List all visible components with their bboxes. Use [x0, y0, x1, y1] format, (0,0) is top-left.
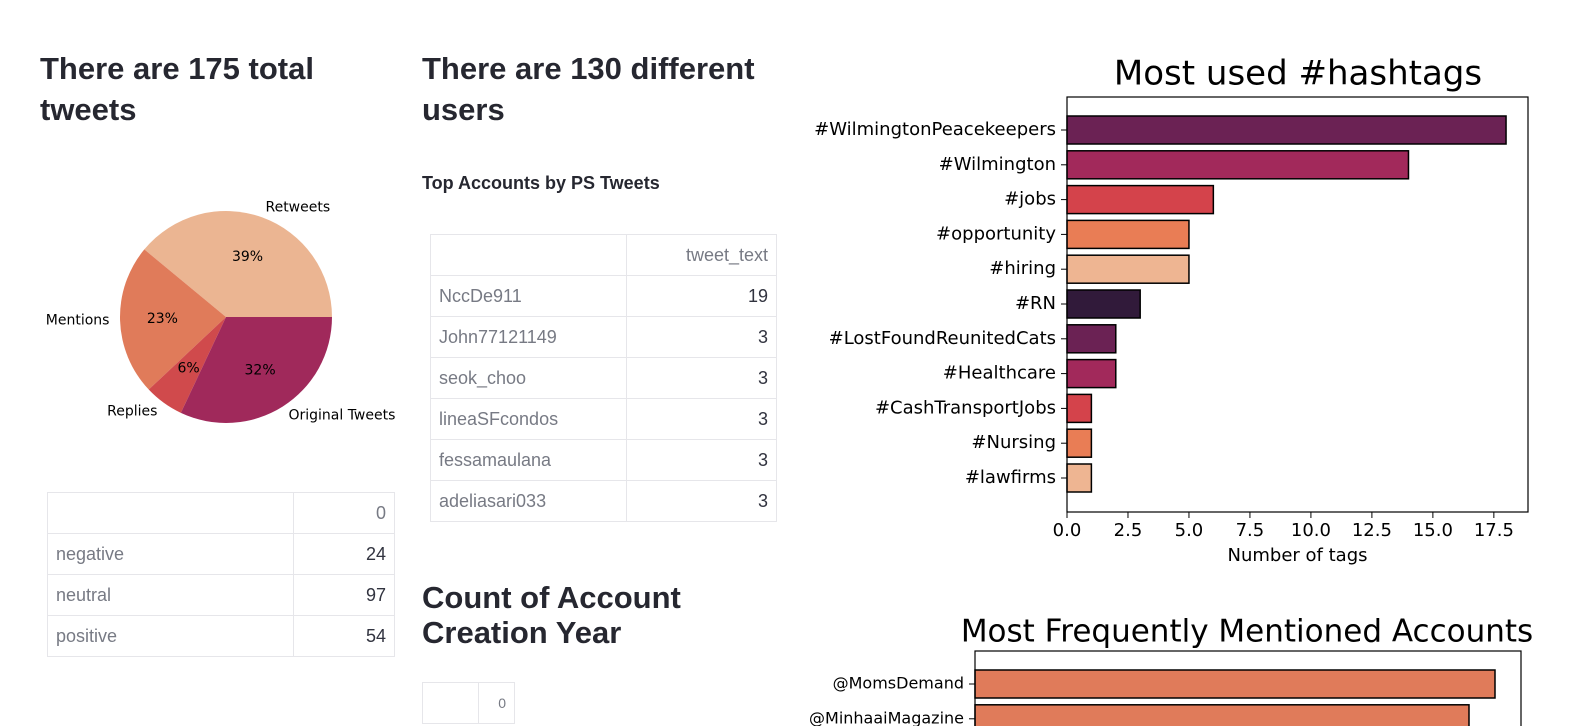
bar: [1066, 289, 1141, 319]
table-row: John77121149 3: [430, 316, 777, 358]
bar: [1066, 393, 1093, 424]
slice-label: Mentions: [46, 313, 110, 329]
slice-percent: 39%: [232, 249, 263, 265]
row-index: neutral: [47, 574, 294, 616]
bar: [1066, 115, 1507, 145]
chart-title: Most Frequently Mentioned Accounts: [961, 614, 1533, 650]
slice-label: Replies: [107, 403, 157, 419]
pie-slice: [120, 249, 226, 390]
y-tick-label: #LostFoundReunitedCats: [829, 328, 1056, 349]
column-header: tweet_text: [626, 234, 777, 276]
y-tick-label: #opportunity: [936, 223, 1056, 244]
header-row: tweet_text: [430, 234, 777, 276]
slice-percent: 6%: [178, 360, 200, 376]
axes-frame: [1066, 96, 1529, 513]
bar: [1066, 219, 1190, 250]
row-index: fessamaulana: [430, 439, 627, 481]
row-index: NccDe911: [430, 275, 627, 317]
bar: [974, 669, 1496, 699]
row-index: positive: [47, 615, 294, 657]
row-index: John77121149: [430, 316, 627, 358]
y-tick-label: #Nursing: [971, 432, 1056, 453]
y-tick-label: #Wilmington: [939, 154, 1056, 175]
table-row: positive 54: [47, 615, 395, 657]
bar: [1066, 358, 1117, 389]
cell-value: 3: [626, 480, 777, 522]
heading: There are 130 different users: [422, 51, 755, 127]
header-cell: [422, 682, 479, 724]
header-cell: [430, 234, 627, 276]
x-tick-label: 10.0: [1291, 520, 1331, 541]
y-tick-label: #RN: [1015, 293, 1056, 314]
header-row: 0: [47, 492, 395, 534]
y-tick-label: @MinhaaiMagazine: [809, 708, 964, 726]
cell-value: 24: [293, 533, 395, 575]
row-index: adeliasari033: [430, 480, 627, 522]
y-tick-label: #jobs: [1004, 189, 1056, 210]
slice-percent: 23%: [147, 311, 178, 327]
y-tick-label: #WilmingtonPeacekeepers: [814, 119, 1056, 140]
data-table: 0 negative 24 neutral 97 positive 54: [47, 492, 395, 657]
table-row: neutral 97: [47, 574, 395, 616]
header-cell: [47, 492, 294, 534]
pie-slice: [148, 317, 226, 413]
bar: [1066, 324, 1117, 354]
x-tick-label: 0.0: [1053, 520, 1082, 541]
x-tick-label: 5.0: [1175, 520, 1204, 541]
pie-slice: [144, 210, 332, 317]
chart-title: Most used #hashtags: [1114, 54, 1482, 94]
subheading: Top Accounts by PS Tweets: [422, 173, 660, 193]
cell-value: 97: [293, 574, 395, 616]
table-row: fessamaulana 3: [430, 439, 777, 481]
table-row: lineaSFcondos 3: [430, 398, 777, 440]
table-row: adeliasari033 3: [430, 480, 777, 522]
column-header: 0: [293, 492, 395, 534]
bar: [974, 704, 1470, 726]
cell-value: 3: [626, 398, 777, 440]
cell-value: 54: [293, 615, 395, 657]
data-table: tweet_text NccDe911 19 John77121149 3 seok_ch…: [430, 234, 777, 522]
cell-value: 3: [626, 439, 777, 481]
bar: [1066, 428, 1093, 458]
y-tick-label: #Healthcare: [943, 363, 1056, 384]
cell-value: 3: [626, 357, 777, 399]
x-tick-label: 17.5: [1474, 520, 1514, 541]
bar: [1066, 150, 1410, 180]
y-tick-label: #lawfirms: [965, 467, 1056, 488]
table-row: negative 24: [47, 533, 395, 575]
table-row: seok_choo 3: [430, 357, 777, 399]
y-tick-label: #CashTransportJobs: [875, 397, 1056, 418]
slice-percent: 32%: [245, 363, 276, 379]
axes-frame: [974, 650, 1522, 726]
table-row: NccDe911 19: [430, 275, 777, 317]
heading: Count of Account Creation Year: [422, 580, 681, 650]
slice-label: Original Tweets: [288, 407, 395, 423]
x-tick-label: 2.5: [1114, 520, 1143, 541]
row-index: lineaSFcondos: [430, 398, 627, 440]
bar: [1066, 184, 1215, 215]
y-tick-label: #hiring: [989, 258, 1056, 279]
y-tick-label: @MomsDemand: [833, 674, 964, 693]
x-tick-label: 15.0: [1413, 520, 1453, 541]
header-row: 0: [422, 682, 515, 724]
heading: There are 175 total tweets: [40, 51, 314, 127]
x-tick-label: 12.5: [1352, 520, 1392, 541]
cell-value: 3: [626, 316, 777, 358]
data-table: 0: [422, 682, 515, 724]
cell-value: 19: [626, 275, 777, 317]
row-index: negative: [47, 533, 294, 575]
row-index: seok_choo: [430, 357, 627, 399]
x-axis-label: Number of tags: [1228, 545, 1368, 566]
bar: [1066, 254, 1190, 284]
bar: [1066, 463, 1093, 493]
pie-slice: [180, 317, 332, 424]
slice-label: Retweets: [265, 199, 330, 215]
x-tick-label: 7.5: [1236, 520, 1265, 541]
column-header: 0: [478, 682, 515, 724]
